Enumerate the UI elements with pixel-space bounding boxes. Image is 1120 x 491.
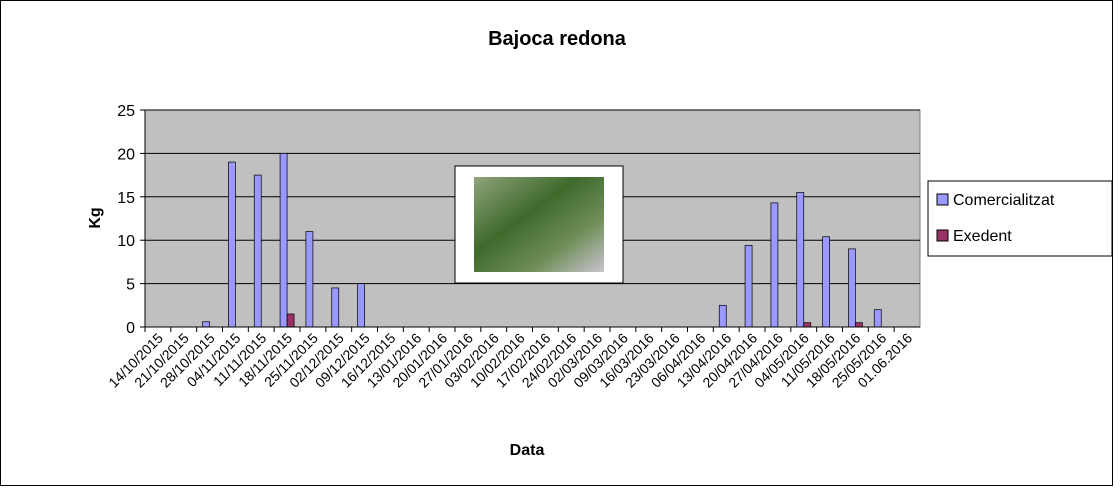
legend-label: Exedent xyxy=(953,228,1012,245)
y-tick-label: 5 xyxy=(126,277,135,294)
y-tick-label: 15 xyxy=(117,190,135,207)
chart-title: Bajoca redona xyxy=(488,28,627,50)
bar xyxy=(254,175,261,327)
bar xyxy=(287,314,294,327)
bar xyxy=(280,153,287,327)
bar xyxy=(358,284,365,327)
chart: Bajoca redona Data Kg 051015202514/10/20… xyxy=(0,0,1120,486)
y-axis-label: Kg xyxy=(87,207,104,228)
bar xyxy=(771,203,778,327)
bar xyxy=(203,322,210,327)
y-tick-label: 10 xyxy=(117,233,135,250)
bar xyxy=(797,192,804,327)
bar xyxy=(804,323,811,327)
bar xyxy=(874,310,881,327)
bar xyxy=(719,305,726,327)
y-tick-label: 0 xyxy=(126,320,135,337)
bar xyxy=(855,323,862,327)
image xyxy=(474,177,604,272)
y-tick-label: 20 xyxy=(117,146,135,163)
bar xyxy=(823,237,830,327)
legend-swatch xyxy=(937,194,948,205)
bar xyxy=(306,232,313,327)
bar xyxy=(228,162,235,327)
legend-label: Comercialitzat xyxy=(953,192,1055,209)
bar xyxy=(745,245,752,327)
x-axis-label: Data xyxy=(510,442,545,459)
legend-swatch xyxy=(937,230,948,241)
y-tick-label: 25 xyxy=(117,103,135,120)
bar xyxy=(332,288,339,327)
bar xyxy=(848,249,855,327)
